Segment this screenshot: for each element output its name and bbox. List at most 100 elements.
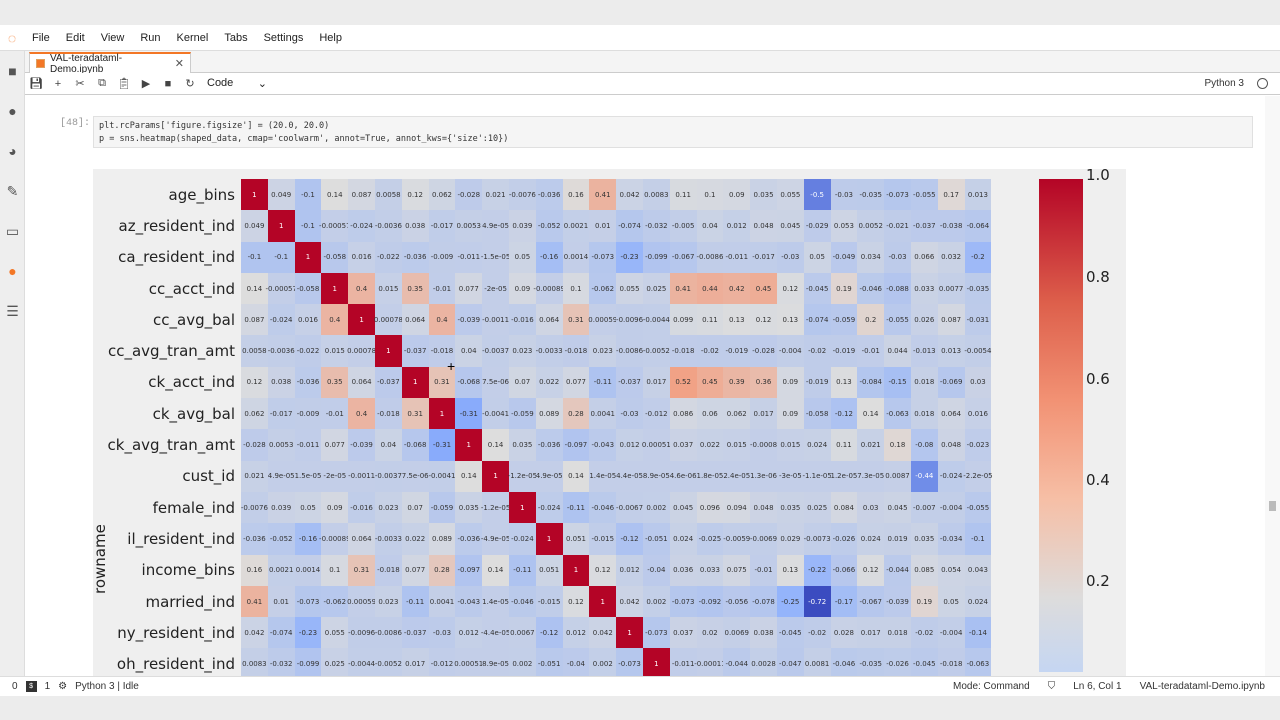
vertical-scrollbar[interactable] [1265,96,1280,685]
paste-icon[interactable]: 📋︎ [117,78,131,90]
heatmap-cell: 0.096 [696,491,724,524]
heatmap-cell: -0.0044 [643,304,670,336]
code-cell-input[interactable]: plt.rcParams['figure.figsize'] = (20.0, … [93,116,1253,148]
colorbar-tick: 1.0 [1086,166,1110,184]
heatmap-cell: -0.005 [669,210,697,242]
heatmap-cell: 0.14 [321,179,349,211]
heatmap-cell: -0.0011 [482,304,509,336]
heatmap-cell: 0.087 [937,304,965,336]
status-filename: VAL-teradataml-Demo.ipynb [1139,681,1265,692]
heatmap-cell: 0.075 [723,554,751,586]
heatmap-cell: -0.016 [508,304,536,336]
row-label: az_resident_ind [118,216,235,235]
heatmap-cell: -4.4e-05 [481,617,510,649]
notebook-panel[interactable]: [48]: plt.rcParams['figure.figsize'] = (… [25,96,1265,685]
heatmap-cell: -0.073 [616,648,643,680]
tab-notebook[interactable]: VAL-teradataml-Demo.ipynb ✕ [29,52,191,75]
folder-icon[interactable]: ■ [8,63,17,79]
heatmap-cell: -0.067 [857,585,885,618]
heatmap-cell: -0.036 [401,241,429,273]
heatmap-cell: -0.018 [428,335,456,367]
close-icon[interactable]: ✕ [174,58,184,70]
row-label: cust_id [182,467,235,486]
heatmap-cell: -0.029 [803,210,831,242]
heatmap-cell: -0.051 [535,648,563,680]
heatmap-cell: -0.032 [267,648,295,680]
wrench-icon[interactable]: ✎ [6,182,19,199]
heatmap-cell: 0.015 [776,429,804,461]
menu-tabs[interactable]: Tabs [224,31,248,44]
heatmap-cell: -0.0041 [428,460,456,492]
heatmap-cell: 0.015 [723,429,751,461]
heatmap-cell: 0.062 [428,179,456,211]
heatmap-cell: 1 [508,491,536,524]
heatmap-cell: 0.04 [696,210,724,242]
menu-kernel[interactable]: Kernel [176,31,209,44]
tabs-icon[interactable]: ▭ [5,222,20,239]
row-label: married_ind [145,592,236,611]
row-label: il_resident_ind [127,529,235,548]
cell-type-select[interactable]: Code ⌄ [207,77,267,90]
heatmap-cell: 0.14 [482,554,509,586]
y-axis-label: rowname [91,524,109,594]
kernel-status[interactable]: Python 3 | Idle [75,681,139,692]
heatmap-cell: -2e-05 [321,460,349,492]
kernel-name[interactable]: Python 3 [1204,78,1244,89]
terminal-icon[interactable]: $ [25,681,37,692]
stop-icon[interactable]: ■ [164,77,172,90]
heatmap-cell: 0.0067 [508,617,536,649]
heatmap-cell: -0.052 [535,210,563,242]
heatmap-cell: 0.077 [455,272,483,305]
heatmap-cell: -0.04 [562,648,590,680]
teradata-icon[interactable]: ● [8,263,17,279]
heatmap-cell: 1 [428,398,456,430]
heatmap-cell: 0.19 [910,585,938,618]
heatmap-cell: 0.09 [723,179,751,211]
copy-icon[interactable]: ⧉ [98,77,106,89]
heatmap-cell: 0.35 [321,366,349,399]
heatmap-cell: 0.41 [589,179,617,211]
heatmap-cell: 0.05 [937,585,965,618]
heatmap-cell: -0.015 [535,585,563,618]
menu-run[interactable]: Run [140,31,161,44]
heatmap-cell: -0.2 [964,241,992,273]
heatmap-cell: 0.45 [696,366,724,399]
heatmap-cell: -4.9e-05 [481,523,510,555]
mode-indicator: Mode: Command [952,681,1030,692]
heatmap-cell: -0.028 [750,335,777,367]
menu-view[interactable]: View [100,31,125,44]
running-icon[interactable]: ● [8,103,17,119]
toc-icon[interactable]: ☰ [6,302,19,319]
menu-help[interactable]: Help [319,31,342,44]
code-line-1: plt.rcParams['figure.figsize'] = (20.0, … [99,121,330,131]
heatmap-cell: -0.066 [830,554,858,586]
heatmap-cell: 0.045 [884,491,911,524]
heatmap-cell: -0.011 [723,241,751,273]
heatmap-cell: -0.099 [294,648,322,680]
heatmap-cell: 0.049 [267,179,295,211]
heatmap-cell: -0.032 [642,210,670,242]
heatmap-cell: 0.09 [776,366,804,399]
add-cell-icon[interactable]: + [54,77,62,90]
heatmap-cell: 0.037 [669,429,697,461]
heatmap-cell: -0.1 [294,179,322,211]
save-icon[interactable]: 💾︎ [29,78,43,90]
menu-settings[interactable]: Settings [263,31,304,44]
heatmap-cell: 0.023 [374,585,402,618]
heatmap-cell: -0.01 [321,398,349,430]
row-label: cc_avg_bal [153,310,235,329]
cut-icon[interactable]: ✂ [75,78,85,90]
restart-icon[interactable]: ↻ [185,78,195,90]
menu-file[interactable]: File [32,31,50,44]
heatmap-cell: 1 [562,554,590,586]
heatmap-cell: -0.044 [884,554,911,586]
heatmap-cell: -0.063 [964,648,992,680]
heatmap-cell: -0.03 [616,398,643,430]
heatmap-cell: -0.01 [750,554,777,586]
palette-icon[interactable]: ◕ [8,143,17,159]
heatmap-cell: -0.073 [589,241,617,273]
scroll-thumb[interactable] [1269,501,1276,511]
menu-edit[interactable]: Edit [65,31,85,44]
run-icon[interactable]: ▶ [141,78,151,90]
heatmap-cell: 0.1 [321,554,349,586]
